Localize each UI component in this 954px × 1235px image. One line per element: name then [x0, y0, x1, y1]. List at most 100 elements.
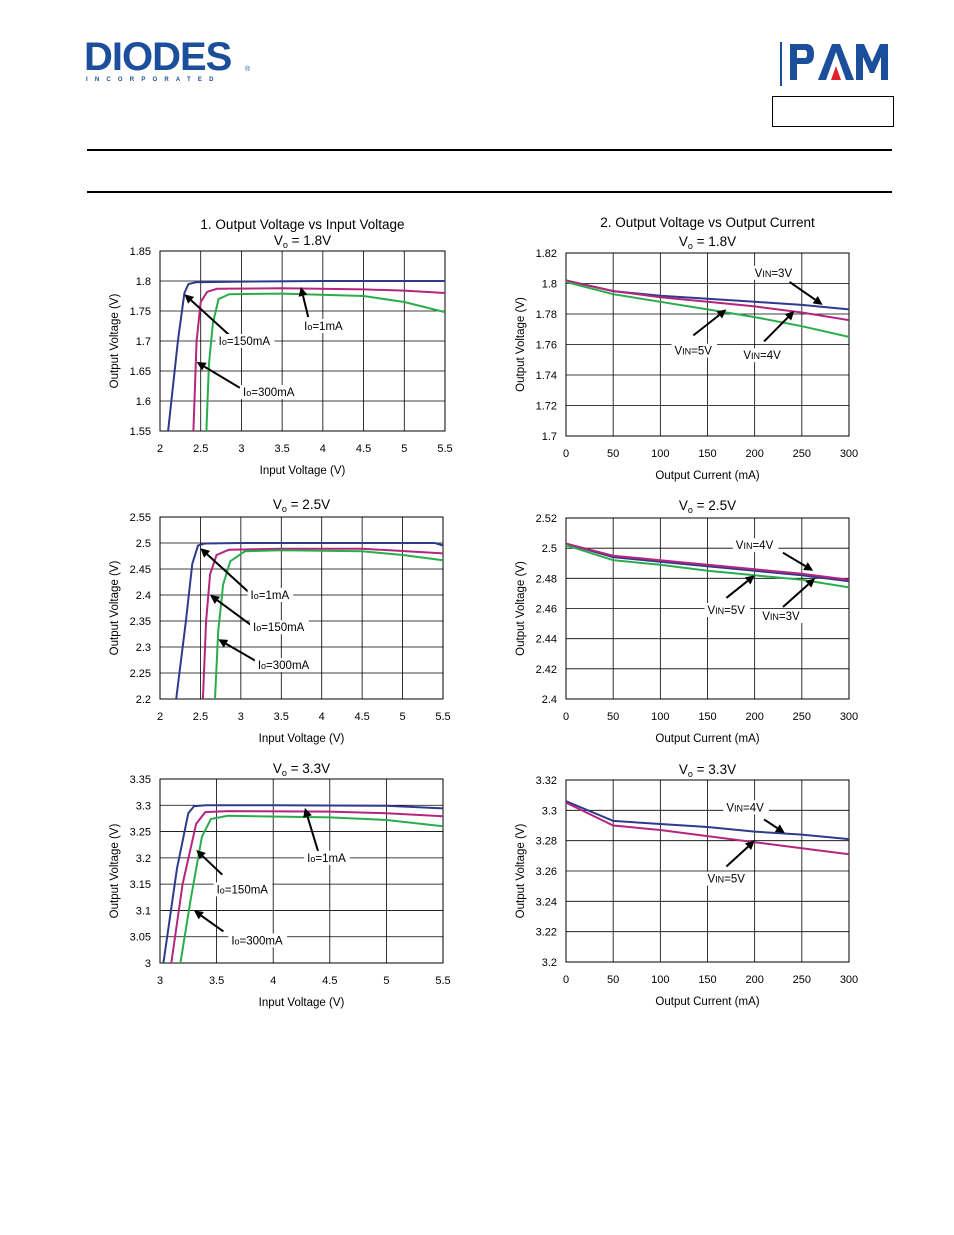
annotation-arrow-shaft [200, 914, 224, 933]
annotation-label: Io=300mA [243, 387, 295, 399]
plot-frame [565, 779, 850, 963]
y-tick-label: 3.05 [130, 932, 151, 944]
annotation-arrow-shaft [302, 295, 310, 318]
annotation-label-bg [240, 385, 299, 399]
part-number-box [772, 96, 894, 127]
diodes-logo-subtext: INCORPORATED [86, 77, 221, 83]
annotation-arrow-shaft [725, 845, 749, 868]
series-line-io300ma [214, 549, 443, 699]
annotation-arrow-head [210, 595, 221, 604]
annotation-label-bg [732, 538, 779, 553]
y-axis-label: Output Voltage (V) [515, 561, 527, 656]
x-tick-label: 3 [157, 975, 163, 987]
chart-c2: 2. Output Voltage vs Output Current Vo = … [515, 215, 858, 482]
x-tick-label: 100 [651, 711, 669, 723]
plot-frame [565, 517, 850, 700]
chart-subtitle: Vo = 1.8V [274, 233, 331, 250]
annotation-label: Io=150mA [219, 336, 271, 348]
x-tick-label: 200 [745, 974, 763, 986]
series-line-vin4v [566, 800, 849, 841]
plot-frame [565, 252, 850, 437]
annotation-arrow-shaft [216, 599, 252, 626]
series-line-vin4v [566, 542, 849, 581]
x-tick-label: 5 [401, 443, 407, 455]
annotation-label-bg [254, 658, 314, 673]
chart-subtitle: Vo = 3.3V [679, 762, 736, 779]
chart-c3: Vo = 2.5V 2 2.5 3 3.5 4 4.5 5 5.5 2.55 2.5 2.45 2.4 2… [109, 497, 451, 745]
x-tick-label: 5.5 [435, 711, 450, 723]
y-tick-label: 3.22 [536, 927, 557, 939]
annotation-arrow-shaft [202, 855, 223, 876]
y-tick-label: 1.55 [130, 426, 151, 438]
x-tick-label: 3 [238, 443, 244, 455]
x-tick-label: 150 [698, 974, 716, 986]
y-tick-label: 2.3 [136, 642, 151, 654]
annotation-label: VIN=4V [736, 540, 774, 552]
y-tick-label: 2.4 [136, 590, 151, 602]
x-tick-label: 250 [793, 974, 811, 986]
x-tick-label: 0 [563, 711, 569, 723]
x-tick-label: 50 [607, 974, 619, 986]
y-tick-label: 3.24 [536, 896, 557, 908]
annotation-arrow-shaft [692, 314, 720, 337]
x-axis-label: Output Current (mA) [655, 470, 759, 482]
x-tick-label: 5 [383, 975, 389, 987]
x-tick-label: 0 [563, 448, 569, 460]
y-tick-label: 3.15 [130, 879, 151, 891]
y-tick-label: 1.65 [130, 366, 151, 378]
y-tick-label: 1.6 [136, 396, 151, 408]
y-tick-label: 2.5 [136, 538, 151, 550]
annotation-arrow-shaft [306, 816, 320, 853]
annotation-label: VIN=5V [708, 874, 746, 886]
series-line-io150ma [170, 810, 443, 963]
chart-c6: Vo = 3.3V 0 50 100 150 200 250 300 3.32 3.3 3.28 3.… [515, 762, 858, 1008]
y-tick-label: 2.46 [536, 604, 557, 616]
series-line-io300ma [179, 814, 443, 963]
annotation-arrow-head [303, 807, 312, 818]
chart-subtitle: Vo = 2.5V [679, 498, 736, 515]
x-tick-label: 3.5 [274, 711, 289, 723]
annotation-arrow-shaft [190, 299, 230, 336]
x-tick-label: 300 [840, 448, 858, 460]
annotation-label: Io=1mA [251, 590, 290, 602]
series-line-io300ma [205, 292, 445, 431]
plot-frame [159, 778, 444, 964]
x-tick-label: 4 [270, 975, 276, 987]
annotation-arrow-head [218, 639, 229, 648]
plot-frame [159, 516, 444, 700]
y-tick-label: 3.3 [136, 800, 151, 812]
x-tick-label: 250 [793, 711, 811, 723]
chart-title: 1. Output Voltage vs Input Voltage [200, 217, 404, 232]
y-tick-label: 3.25 [130, 827, 151, 839]
annotation-arrow-shaft [782, 583, 809, 608]
y-tick-label: 1.74 [536, 370, 557, 382]
y-tick-label: 3.2 [542, 957, 557, 969]
annotation-label: VIN=3V [755, 268, 793, 280]
annotation-label: VIN=4V [726, 802, 764, 814]
chart-subtitle: Vo = 3.3V [273, 761, 330, 778]
annotation-label-bg [740, 348, 786, 363]
annotation-arrow-head [196, 849, 206, 860]
annotation-label-bg [215, 334, 275, 348]
y-tick-label: 3.28 [536, 836, 557, 848]
y-tick-label: 2.4 [542, 694, 557, 706]
y-tick-label: 1.7 [136, 336, 151, 348]
pam-logo-p [790, 44, 814, 80]
x-tick-label: 2 [157, 443, 163, 455]
pam-logo-m [856, 44, 888, 80]
series-line-vin3v [566, 542, 849, 583]
annotation-arrow-head [744, 840, 755, 851]
y-tick-label: 3 [145, 958, 151, 970]
x-tick-label: 0 [563, 974, 569, 986]
annotation-label-bg [723, 800, 769, 815]
annotation-label-bg [301, 319, 347, 333]
x-tick-label: 4.5 [356, 443, 371, 455]
header-rule-bottom [87, 191, 892, 193]
chart-subtitle: Vo = 1.8V [679, 234, 736, 251]
annotation-arrow-shaft [782, 551, 806, 568]
annotation-arrow-shaft [206, 553, 250, 594]
annotation-label-bg [304, 850, 350, 865]
annotation-arrow-shaft [763, 818, 778, 829]
series-line-io1ma [162, 804, 443, 963]
x-tick-label: 4.5 [322, 975, 337, 987]
